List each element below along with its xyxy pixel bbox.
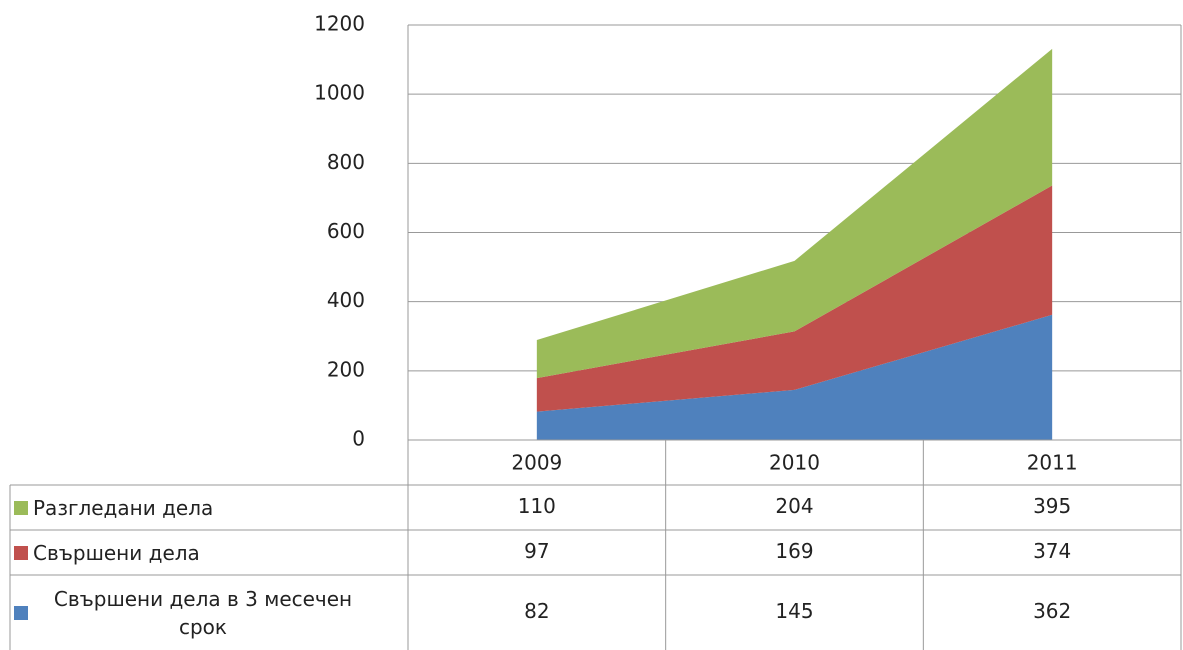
y-tick-label: 1200 — [314, 12, 365, 36]
legend-entry: Разгледани дела — [14, 485, 404, 530]
table-value: 169 — [775, 539, 813, 563]
x-tick-label: 2011 — [1027, 451, 1078, 475]
legend-key — [14, 545, 28, 560]
legend-key — [14, 500, 28, 515]
area — [536, 314, 1053, 440]
legend-key — [14, 605, 28, 620]
table-value: 97 — [524, 539, 549, 563]
table-value: 362 — [1033, 599, 1071, 623]
legend-label: Свършени дела в 3 месечен срок — [53, 586, 353, 639]
table-value: 395 — [1033, 494, 1071, 518]
y-tick-label: 1000 — [314, 81, 365, 105]
y-tick-label: 200 — [327, 357, 365, 381]
legend-entry: Свършени дела — [14, 530, 404, 575]
y-tick-label: 400 — [327, 288, 365, 312]
table-value: 145 — [775, 599, 813, 623]
area — [536, 185, 1053, 412]
y-tick-label: 800 — [327, 150, 365, 174]
table-value: 110 — [518, 494, 556, 518]
table-value: 82 — [524, 599, 549, 623]
x-tick-label: 2009 — [511, 451, 562, 475]
table-value: 204 — [775, 494, 813, 518]
legend-entry: Свършени дела в 3 месечен срок — [14, 575, 404, 650]
area — [536, 48, 1053, 379]
legend-label: Свършени дела — [33, 540, 200, 565]
x-tick-label: 2010 — [769, 451, 820, 475]
table-value: 374 — [1033, 539, 1071, 563]
legend-label: Разгледани дела — [33, 495, 214, 520]
y-tick-label: 600 — [327, 219, 365, 243]
y-tick-label: 0 — [352, 427, 365, 451]
